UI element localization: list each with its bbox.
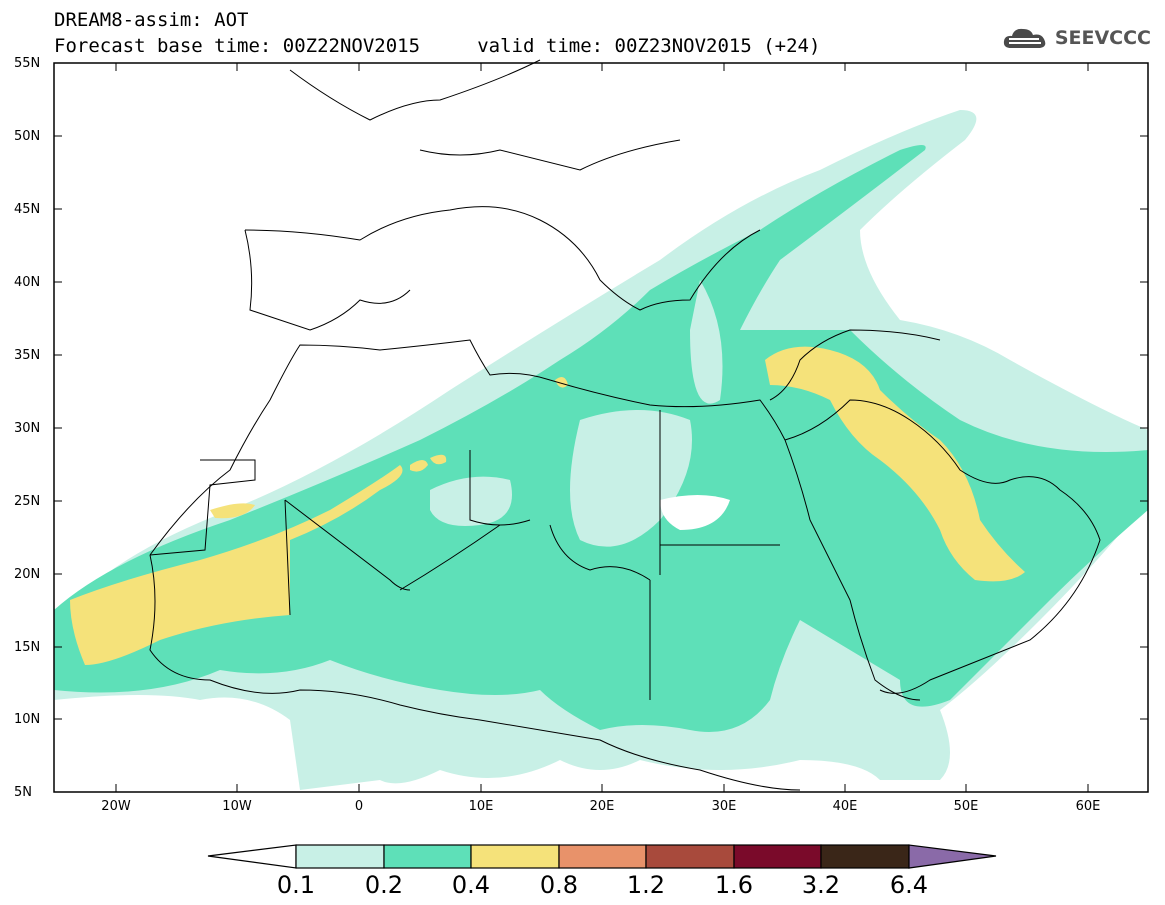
colorbar-label: 1.6 [714, 871, 754, 899]
colorbar-label: 3.2 [801, 871, 841, 899]
aot-hole [690, 280, 723, 404]
colorbar-swatch [470, 844, 560, 869]
colorbar-label: 0.4 [451, 871, 491, 899]
lon-tick-label: 10E [468, 799, 494, 814]
lat-tick-label: 55N [14, 56, 41, 71]
lat-tick-marks [54, 62, 1148, 720]
lon-tick-label: 50E [953, 799, 979, 814]
aot-band-0.4 [210, 503, 255, 519]
colorbar-swatch [295, 844, 385, 869]
lon-tick-marks [115, 63, 1089, 792]
aot-hole [660, 495, 730, 530]
map-title: DREAM8-assim: AOT [54, 9, 249, 31]
lat-tick-label: 5N [14, 785, 32, 800]
coastlines-borders [149, 59, 1101, 791]
lon-tick-label: 20E [589, 799, 615, 814]
aot-contours [54, 110, 1148, 790]
lat-tick-label: 50N [14, 129, 41, 144]
colorbar [207, 844, 997, 869]
aot-band-0.4 [430, 454, 447, 465]
seevccc-logo: SEEVCCC [1001, 24, 1151, 52]
forecast-time-subtitle: Forecast base time: 00Z22NOV2015 valid t… [54, 35, 821, 57]
lon-tick-label: 40E [832, 799, 858, 814]
lat-tick-label: 35N [14, 348, 41, 363]
lon-tick-label: 60E [1075, 799, 1101, 814]
lat-tick-label: 25N [14, 494, 41, 509]
lat-tick-label: 20N [14, 567, 41, 582]
colorbar-swatch [645, 844, 735, 869]
lat-tick-label: 45N [14, 202, 41, 217]
aot-hole [570, 410, 692, 547]
colorbar-label: 1.2 [626, 871, 666, 899]
aot-hole [330, 705, 402, 780]
aot-band-0.4 [765, 346, 1025, 582]
cloud-logo-icon [1003, 28, 1046, 48]
colorbar-swatch [820, 844, 910, 869]
colorbar-min-arrow [207, 844, 297, 869]
colorbar-label: 0.8 [539, 871, 579, 899]
logo-text: SEEVCCC [1054, 27, 1151, 49]
lat-tick-label: 30N [14, 421, 41, 436]
lat-tick-label: 40N [14, 275, 41, 290]
colorbar-swatch [733, 844, 822, 869]
colorbar-max-arrow [908, 844, 997, 869]
colorbar-swatch [383, 844, 472, 869]
lon-tick-label: 10W [222, 799, 252, 814]
aot-hole [430, 476, 512, 526]
aot-band-0.4 [410, 460, 428, 472]
lon-tick-label: 20W [101, 799, 131, 814]
colorbar-swatch [558, 844, 647, 869]
aot-band-0.4 [555, 376, 568, 388]
lat-tick-label: 15N [14, 640, 41, 655]
colorbar-label: 0.1 [276, 871, 316, 899]
lat-tick-label: 10N [14, 712, 41, 727]
colorbar-label: 0.2 [364, 871, 404, 899]
lon-tick-label: 30E [711, 799, 737, 814]
lon-tick-label: 0 [354, 799, 364, 814]
aot-band-0.4 [70, 465, 403, 665]
colorbar-label: 6.4 [889, 871, 929, 899]
